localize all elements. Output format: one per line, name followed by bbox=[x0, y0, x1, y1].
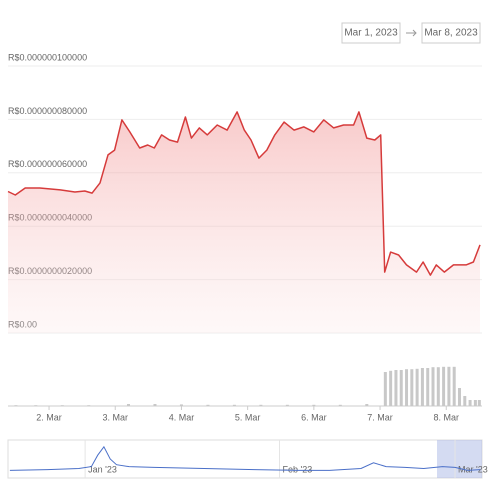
navigator-label: Jan '23 bbox=[88, 464, 117, 474]
volume-bar bbox=[426, 368, 430, 406]
volume-bar bbox=[383, 372, 387, 406]
x-tick-label: 5. Mar bbox=[235, 412, 261, 422]
navigator-label: Feb '23 bbox=[282, 464, 312, 474]
date-to[interactable]: Mar 8, 2023 bbox=[424, 28, 478, 39]
volume-bar bbox=[457, 388, 461, 406]
volume-bar bbox=[232, 404, 236, 406]
volume-bar bbox=[365, 404, 369, 406]
x-tick-label: 8. Mar bbox=[433, 412, 459, 422]
x-tick-label: 6. Mar bbox=[301, 412, 327, 422]
navigator-line bbox=[9, 445, 481, 471]
volume-bar bbox=[436, 367, 440, 406]
volume-bar bbox=[60, 405, 64, 406]
volume-bar bbox=[34, 405, 38, 406]
navigator-label: Mar '23 bbox=[458, 464, 488, 474]
volume-bar bbox=[206, 404, 210, 406]
volume-bar bbox=[420, 368, 424, 406]
volume-bar bbox=[312, 404, 316, 406]
x-tick-label: 3. Mar bbox=[102, 412, 128, 422]
volume-bar bbox=[405, 369, 409, 406]
volume-bar bbox=[399, 370, 403, 406]
navigator-frame bbox=[7, 439, 483, 479]
arrow-icon bbox=[406, 29, 417, 37]
y-tick-label: R$0.000000100000 bbox=[8, 52, 87, 62]
volume-bar bbox=[389, 370, 393, 406]
y-tick-label: R$0.000000060000 bbox=[8, 159, 87, 169]
volume-bar bbox=[442, 366, 446, 406]
x-tick-label: 7. Mar bbox=[367, 412, 393, 422]
volume-bar bbox=[394, 370, 398, 406]
y-tick-label: R$0.000000080000 bbox=[8, 106, 87, 116]
volume-bar bbox=[468, 400, 472, 406]
volume-bar bbox=[338, 404, 342, 406]
volume-bar bbox=[14, 405, 18, 406]
volume-bar bbox=[431, 367, 435, 406]
volume-bar bbox=[463, 396, 467, 406]
volume-bar bbox=[473, 400, 477, 406]
volume-bar bbox=[153, 404, 157, 406]
date-input[interactable] bbox=[421, 22, 481, 44]
date-input[interactable] bbox=[341, 22, 401, 44]
x-tick-label: 2. Mar bbox=[36, 412, 62, 422]
volume-bar bbox=[447, 366, 451, 406]
date-from[interactable]: Mar 1, 2023 bbox=[344, 28, 398, 39]
volume-bar bbox=[452, 366, 456, 406]
volume-bar bbox=[285, 404, 289, 406]
volume-bar bbox=[179, 404, 183, 406]
volume-bar bbox=[410, 369, 414, 406]
volume-bar bbox=[259, 404, 263, 406]
volume-bar bbox=[126, 404, 130, 406]
volume-bar bbox=[477, 400, 481, 406]
volume-bar bbox=[415, 368, 419, 406]
x-tick-label: 4. Mar bbox=[169, 412, 195, 422]
area bbox=[8, 111, 481, 334]
price-line bbox=[7, 111, 481, 276]
volume-bar bbox=[87, 405, 91, 406]
navigator-selection[interactable] bbox=[437, 440, 482, 478]
